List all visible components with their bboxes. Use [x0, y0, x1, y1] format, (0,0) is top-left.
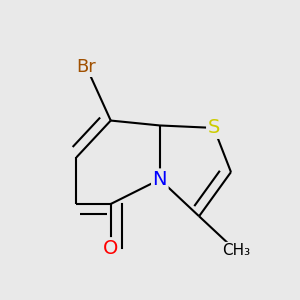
Text: O: O	[103, 238, 118, 258]
Text: CH₃: CH₃	[222, 243, 250, 258]
Text: N: N	[153, 170, 167, 189]
Text: S: S	[208, 118, 220, 137]
Text: Br: Br	[76, 58, 96, 76]
